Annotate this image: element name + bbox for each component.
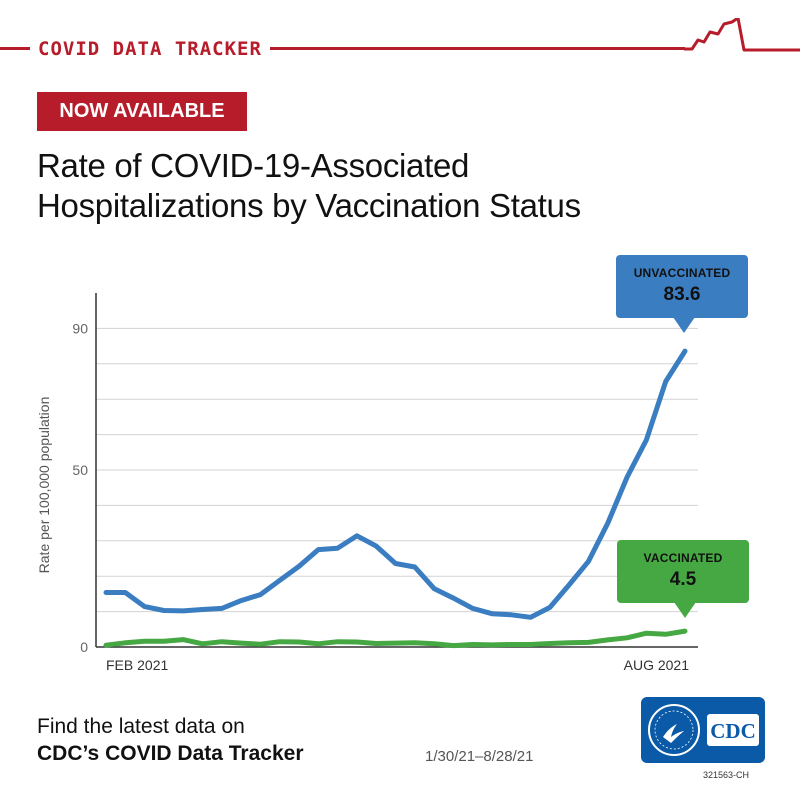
y-tick-label: 50 bbox=[72, 462, 88, 478]
vaccinated-callout-value: 4.5 bbox=[669, 569, 697, 590]
unvaccinated-callout-label: UNVACCINATED bbox=[633, 266, 731, 280]
callout-pointers bbox=[673, 317, 696, 618]
date-range: 1/30/21–8/28/21 bbox=[425, 748, 534, 765]
now-available-badge: NOW AVAILABLE bbox=[37, 92, 247, 131]
series-line-vaccinated bbox=[103, 628, 688, 649]
y-tick-label: 0 bbox=[80, 639, 88, 655]
x-tick-labels: FEB 2021 AUG 2021 bbox=[106, 657, 689, 673]
x-tick-label: AUG 2021 bbox=[624, 657, 690, 673]
chart-title-line-1: Rate of COVID-19-Associated bbox=[37, 147, 470, 184]
cdc-logo-text: CDC bbox=[710, 719, 756, 743]
footer-line-2[interactable]: CDC’s COVID Data Tracker bbox=[37, 742, 304, 765]
vaccinated-callout: VACCINATED 4.5 bbox=[617, 540, 749, 603]
vaccinated-callout-label: VACCINATED bbox=[643, 551, 723, 565]
chart-title-line-2: Hospitalizations by Vaccination Status bbox=[37, 187, 581, 224]
hospitalization-line-chart: 0 50 90 Rate per 100,000 population FEB 20… bbox=[36, 293, 698, 673]
x-tick-label: FEB 2021 bbox=[106, 657, 168, 673]
tracker-spark-icon bbox=[684, 18, 800, 52]
hhs-cdc-logo-icon: CDC bbox=[648, 704, 759, 756]
y-tick-label: 90 bbox=[72, 320, 88, 336]
header-rule-left bbox=[0, 47, 30, 50]
document-code: 321563-CH bbox=[703, 770, 750, 780]
series-line-unvaccinated bbox=[103, 348, 688, 620]
footer-text: Find the latest data on CDC’s COVID Data… bbox=[37, 713, 304, 767]
cdc-logo[interactable]: CDC bbox=[641, 697, 765, 763]
unvaccinated-callout: UNVACCINATED 83.6 bbox=[616, 255, 748, 318]
chart-title: Rate of COVID-19-Associated Hospitalizat… bbox=[37, 146, 757, 226]
grid-lines bbox=[96, 327, 698, 613]
header-rule-right bbox=[270, 47, 685, 50]
y-tick-labels: 0 50 90 bbox=[72, 320, 88, 655]
unvaccinated-callout-pointer bbox=[673, 317, 695, 333]
y-axis-label: Rate per 100,000 population bbox=[36, 397, 52, 574]
series-lines bbox=[103, 348, 688, 649]
unvaccinated-callout-value: 83.6 bbox=[663, 284, 701, 305]
header-title: COVID DATA TRACKER bbox=[38, 38, 262, 60]
footer-line-1: Find the latest data on bbox=[37, 715, 245, 738]
vaccinated-callout-pointer bbox=[674, 602, 696, 618]
